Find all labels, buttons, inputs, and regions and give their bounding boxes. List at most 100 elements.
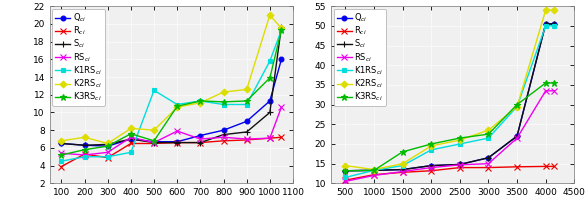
K1RS$_{ci}$	[127, 151, 134, 154]
K1RS$_{ci}$	[173, 103, 180, 106]
Q$_{ci}$	[370, 169, 377, 172]
Line: S$_{ci}$: S$_{ci}$	[342, 21, 557, 174]
R$_{ci}$	[266, 137, 273, 139]
K3RS$_{ci}$	[127, 132, 134, 135]
K2RS$_{ci}$	[399, 162, 406, 165]
Q$_{ci}$	[266, 100, 273, 102]
K2RS$_{ci}$	[81, 136, 88, 138]
RS$_{ci}$	[197, 138, 204, 140]
R$_{ci}$	[485, 166, 492, 169]
K2RS$_{ci}$	[173, 106, 180, 108]
RS$_{ci}$	[370, 174, 377, 177]
RS$_{ci}$	[81, 154, 88, 156]
R$_{ci}$	[551, 165, 558, 168]
K3RS$_{ci}$	[197, 100, 204, 102]
R$_{ci}$	[278, 136, 285, 138]
Q$_{ci}$	[81, 144, 88, 146]
K3RS$_{ci}$	[513, 103, 520, 106]
K1RS$_{ci}$	[197, 100, 204, 102]
R$_{ci}$	[104, 156, 111, 159]
RS$_{ci}$	[551, 90, 558, 92]
S$_{ci}$	[151, 141, 158, 144]
K3RS$_{ci}$	[81, 149, 88, 151]
Line: K3RS$_{ci}$: K3RS$_{ci}$	[342, 80, 557, 174]
K3RS$_{ci}$	[428, 143, 435, 145]
K1RS$_{ci}$	[151, 89, 158, 91]
RS$_{ci}$	[485, 162, 492, 165]
R$_{ci}$	[243, 139, 250, 141]
S$_{ci}$	[127, 138, 134, 140]
RS$_{ci}$	[278, 106, 285, 108]
Q$_{ci}$	[197, 134, 204, 137]
K3RS$_{ci}$	[173, 105, 180, 108]
Line: R$_{ci}$: R$_{ci}$	[343, 164, 557, 183]
S$_{ci}$	[278, 25, 285, 28]
S$_{ci}$	[428, 164, 435, 167]
RS$_{ci}$	[399, 170, 406, 173]
Q$_{ci}$	[513, 135, 520, 137]
K3RS$_{ci}$	[456, 137, 464, 139]
Legend: Q$_{ci}$, R$_{ci}$, S$_{ci}$, RS$_{ci}$, K1RS$_{ci}$, K2RS$_{ci}$, K3RS$_{ci}$: Q$_{ci}$, R$_{ci}$, S$_{ci}$, RS$_{ci}$,…	[333, 9, 386, 106]
R$_{ci}$	[370, 173, 377, 176]
K1RS$_{ci}$	[551, 25, 558, 27]
S$_{ci}$	[81, 144, 88, 146]
S$_{ci}$	[243, 131, 250, 133]
K1RS$_{ci}$	[542, 25, 549, 27]
Q$_{ci}$	[428, 164, 435, 167]
Line: Q$_{ci}$: Q$_{ci}$	[59, 57, 284, 149]
K2RS$_{ci}$	[551, 9, 558, 11]
Q$_{ci}$	[342, 170, 349, 172]
K1RS$_{ci}$	[342, 176, 349, 179]
K1RS$_{ci}$	[278, 29, 285, 31]
S$_{ci}$	[197, 141, 204, 144]
K2RS$_{ci}$	[485, 129, 492, 131]
R$_{ci}$	[151, 142, 158, 145]
RS$_{ci}$	[173, 130, 180, 132]
RS$_{ci}$	[243, 138, 250, 140]
K3RS$_{ci}$	[399, 151, 406, 153]
Q$_{ci}$	[220, 129, 227, 131]
RS$_{ci}$	[104, 151, 111, 154]
K2RS$_{ci}$	[278, 27, 285, 30]
K2RS$_{ci}$	[342, 164, 349, 167]
RS$_{ci}$	[428, 166, 435, 169]
Line: K3RS$_{ci}$: K3RS$_{ci}$	[58, 27, 285, 158]
R$_{ci}$	[220, 140, 227, 142]
S$_{ci}$	[342, 170, 349, 172]
K3RS$_{ci}$	[278, 29, 285, 31]
K1RS$_{ci}$	[370, 169, 377, 172]
Q$_{ci}$	[127, 138, 134, 140]
K1RS$_{ci}$	[104, 156, 111, 158]
K2RS$_{ci}$	[542, 9, 549, 11]
K2RS$_{ci}$	[428, 145, 435, 147]
S$_{ci}$	[542, 23, 549, 25]
RS$_{ci}$	[513, 137, 520, 139]
S$_{ci}$	[551, 23, 558, 25]
K1RS$_{ci}$	[485, 137, 492, 139]
Line: K2RS$_{ci}$: K2RS$_{ci}$	[59, 13, 284, 146]
K2RS$_{ci}$	[104, 142, 111, 145]
Line: Q$_{ci}$: Q$_{ci}$	[343, 21, 557, 173]
RS$_{ci}$	[266, 137, 273, 139]
K2RS$_{ci}$	[456, 139, 464, 141]
R$_{ci}$	[197, 141, 204, 144]
K1RS$_{ci}$	[58, 160, 65, 162]
Line: S$_{ci}$: S$_{ci}$	[58, 23, 285, 148]
K2RS$_{ci}$	[127, 127, 134, 130]
S$_{ci}$	[220, 133, 227, 136]
K1RS$_{ci}$	[456, 143, 464, 145]
K3RS$_{ci}$	[266, 77, 273, 79]
K3RS$_{ci}$	[243, 100, 250, 102]
S$_{ci}$	[173, 141, 180, 144]
Line: K1RS$_{ci}$: K1RS$_{ci}$	[59, 28, 284, 164]
S$_{ci}$	[266, 111, 273, 114]
Line: RS$_{ci}$: RS$_{ci}$	[59, 104, 284, 158]
K2RS$_{ci}$	[370, 168, 377, 171]
K3RS$_{ci}$	[151, 140, 158, 142]
S$_{ci}$	[58, 142, 65, 145]
Q$_{ci}$	[456, 163, 464, 166]
K1RS$_{ci}$	[81, 156, 88, 158]
Line: R$_{ci}$: R$_{ci}$	[59, 135, 284, 169]
Q$_{ci}$	[278, 58, 285, 61]
Q$_{ci}$	[104, 145, 111, 147]
